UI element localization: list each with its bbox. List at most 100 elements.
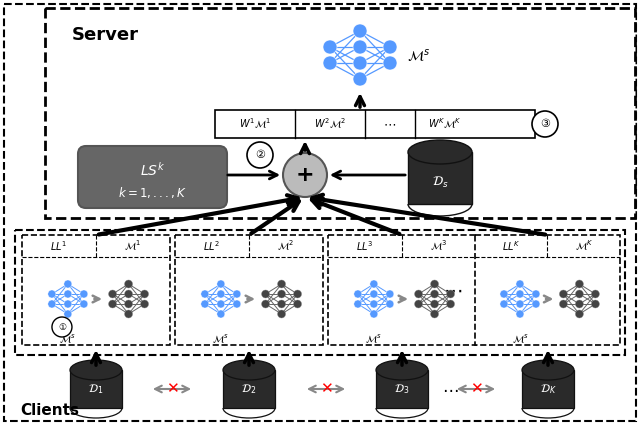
Text: Clients: Clients [20,403,79,418]
Bar [215,110,535,138]
Circle shape [591,300,600,308]
Circle shape [217,280,225,288]
Circle shape [109,300,116,308]
Text: $\mathcal{M}^1$: $\mathcal{M}^1$ [124,239,141,253]
Text: $W^2\mathcal{M}^2$: $W^2\mathcal{M}^2$ [314,117,346,131]
Circle shape [323,40,337,54]
Circle shape [386,290,394,298]
Text: +: + [296,165,314,185]
Text: $\cdots$: $\cdots$ [442,380,458,398]
Circle shape [201,300,209,308]
Circle shape [559,290,568,298]
Circle shape [64,280,72,288]
Circle shape [431,290,438,298]
Circle shape [500,300,508,308]
Text: $\mathcal{D}_2$: $\mathcal{D}_2$ [241,382,257,396]
Ellipse shape [70,360,122,380]
Ellipse shape [283,153,327,197]
Circle shape [247,142,273,168]
Ellipse shape [408,140,472,164]
Circle shape [125,290,132,298]
Circle shape [141,290,148,298]
Circle shape [294,300,301,308]
Bar [475,235,620,345]
Text: $\mathcal{D}_K$: $\mathcal{D}_K$ [540,382,556,396]
Bar [175,235,323,345]
Text: $\mathcal{M}^s$: $\mathcal{M}^s$ [407,46,430,63]
Text: $\mathcal{M}^s$: $\mathcal{M}^s$ [60,332,76,346]
Circle shape [201,290,209,298]
Text: ✕: ✕ [166,382,179,397]
Circle shape [64,290,72,298]
Circle shape [48,300,56,308]
Circle shape [516,280,524,288]
Circle shape [516,310,524,318]
Circle shape [575,300,584,308]
Circle shape [431,310,438,318]
Bar [223,370,275,408]
Bar [522,370,574,408]
Bar [376,370,428,408]
Circle shape [370,280,378,288]
Circle shape [591,290,600,298]
Circle shape [323,56,337,70]
Text: $\mathcal{M}^3$: $\mathcal{M}^3$ [430,239,447,253]
Circle shape [125,310,132,318]
Circle shape [353,56,367,70]
Circle shape [383,56,397,70]
Circle shape [516,290,524,298]
Circle shape [354,300,362,308]
Circle shape [217,310,225,318]
Circle shape [80,290,88,298]
Circle shape [294,290,301,298]
Text: $\mathcal{M}^K$: $\mathcal{M}^K$ [575,239,593,253]
Circle shape [575,290,584,298]
Circle shape [52,317,72,337]
Bar [22,235,170,345]
Circle shape [233,290,241,298]
Ellipse shape [376,360,428,380]
Text: $LL^2$: $LL^2$ [204,239,221,253]
Text: $W^K\mathcal{M}^K$: $W^K\mathcal{M}^K$ [428,117,462,131]
Text: $k=1,...,K$: $k=1,...,K$ [118,184,188,199]
Text: $W^1\mathcal{M}^1$: $W^1\mathcal{M}^1$ [239,117,271,131]
Circle shape [353,72,367,86]
Circle shape [109,290,116,298]
Text: $\cdots$: $\cdots$ [383,117,397,130]
Circle shape [575,280,584,288]
Text: $LL^K$: $LL^K$ [502,239,520,253]
Circle shape [532,300,540,308]
Text: $\cdots$: $\cdots$ [444,280,463,300]
Circle shape [278,280,285,288]
Circle shape [353,24,367,38]
Text: $\mathcal{M}^s$: $\mathcal{M}^s$ [365,332,382,346]
Circle shape [559,300,568,308]
Circle shape [233,300,241,308]
Circle shape [125,300,132,308]
Circle shape [447,290,454,298]
Circle shape [64,300,72,308]
Text: $LL^1$: $LL^1$ [51,239,68,253]
Bar [328,235,476,345]
Text: $\mathcal{D}_3$: $\mathcal{D}_3$ [394,382,410,396]
Circle shape [354,290,362,298]
Text: $\mathcal{D}_s$: $\mathcal{D}_s$ [432,174,448,190]
Circle shape [532,111,558,137]
Text: $\mathcal{M}^s$: $\mathcal{M}^s$ [511,332,529,346]
Text: ①: ① [58,323,66,332]
Text: ✕: ✕ [470,382,483,397]
Bar [15,230,625,355]
Circle shape [386,300,394,308]
Circle shape [370,310,378,318]
Circle shape [415,290,422,298]
Circle shape [415,300,422,308]
Circle shape [353,40,367,54]
Circle shape [431,280,438,288]
Circle shape [575,310,584,318]
Circle shape [48,290,56,298]
Ellipse shape [223,360,275,380]
Circle shape [516,300,524,308]
Text: $\mathcal{M}^s$: $\mathcal{M}^s$ [212,332,229,346]
Text: ②: ② [255,150,265,160]
Circle shape [262,290,269,298]
